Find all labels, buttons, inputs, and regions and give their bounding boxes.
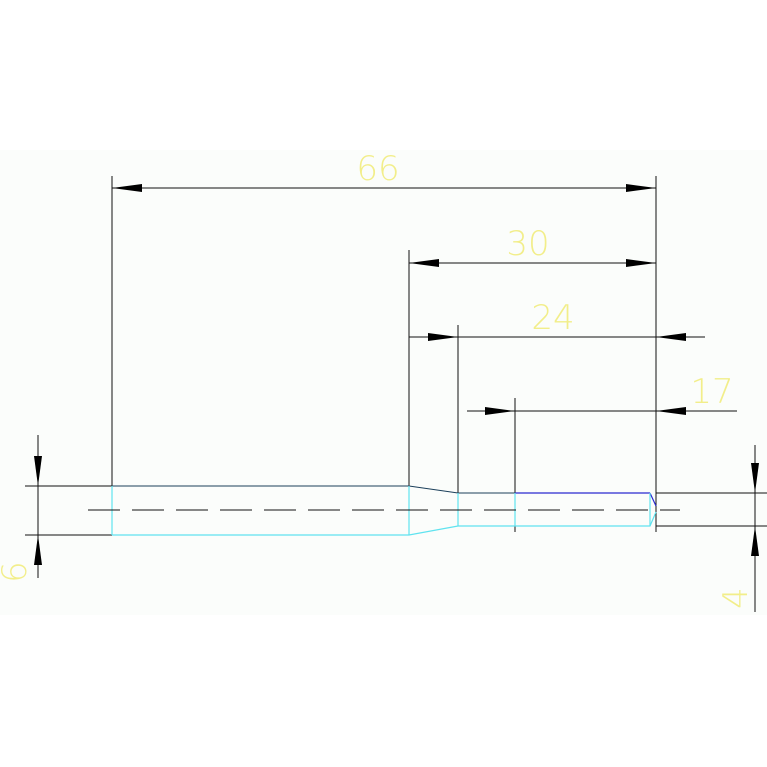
dimension-label: 4 (716, 587, 756, 609)
dimension-label: 30 (506, 224, 549, 264)
part (88, 485, 680, 536)
dimension-label: 24 (531, 298, 574, 338)
extension-lines (25, 176, 767, 536)
arrowheads (34, 184, 759, 565)
dimension-label: 6 (0, 561, 35, 583)
drawing-area (0, 150, 767, 615)
dimension-label: 66 (356, 149, 399, 189)
dimension-label: 17 (690, 372, 733, 412)
